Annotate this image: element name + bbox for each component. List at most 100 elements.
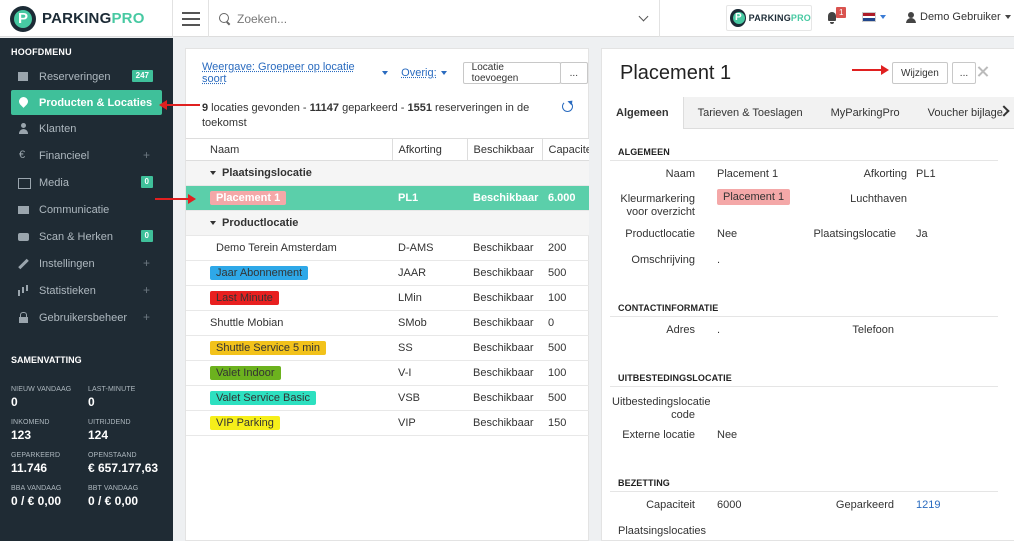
field-label: Productlocatie <box>625 228 695 240</box>
cell-capacity: 6.000 <box>542 185 589 211</box>
refresh-icon[interactable] <box>562 101 573 112</box>
cell-capacity: 100 <box>542 285 589 311</box>
cell-capacity: 500 <box>542 335 589 361</box>
euro-icon <box>17 149 30 161</box>
cell-status: Beschikbaar <box>467 235 542 261</box>
table-row[interactable]: Last Minute LMin Beschikbaar 100 <box>186 285 589 311</box>
view-grouping-dropdown[interactable]: Weergave: Groepeer op locatie soort <box>202 61 389 85</box>
search-input[interactable] <box>237 11 637 26</box>
user-name: Demo Gebruiker <box>920 11 1001 23</box>
field-value: . <box>717 324 721 336</box>
section-heading-bezetting: BEZETTING <box>618 478 670 488</box>
annotation-arrow <box>155 194 196 204</box>
close-icon[interactable] <box>976 65 990 79</box>
table-row[interactable]: VIP Parking VIP Beschikbaar 150 <box>186 410 589 436</box>
field-label: Naam <box>665 168 695 180</box>
table-row[interactable]: Demo Terein Amsterdam D-AMS Beschikbaar 200 <box>186 235 589 261</box>
cell-code: V-I <box>392 360 467 386</box>
sidebar-item-klanten[interactable]: Klanten <box>0 115 173 142</box>
sidebar-item-scan-herken[interactable]: Scan & Herken 0 <box>0 223 173 250</box>
sidebar-item-producten-locaties[interactable]: Producten & Locaties <box>11 90 162 115</box>
detail-body: ALGEMEEN Naam Placement 1 Afkorting PL1 … <box>602 129 1014 541</box>
top-bar: PARKINGPRO PARKINGPRO 1 Demo Gebruiker <box>0 0 1014 37</box>
caret-down-icon <box>210 171 216 176</box>
summary-heading: SAMENVATTING <box>11 355 82 365</box>
calendar-icon <box>17 71 30 82</box>
summary-item: GEPARKEERD 11.746 <box>11 452 61 475</box>
column-header-naam[interactable]: Naam <box>186 138 392 161</box>
section-heading-algemeen: ALGEMEEN <box>618 147 670 157</box>
table-row[interactable]: Shuttle Mobian SMob Beschikbaar 0 <box>186 310 589 336</box>
column-header-beschikbaar[interactable]: Beschikbaar <box>466 138 542 161</box>
tab-myparkingpro[interactable]: MyParkingPro <box>830 107 900 119</box>
field-label: Plaatsingslocaties <box>618 525 707 537</box>
cell-capacity: 200 <box>542 235 589 261</box>
sidebar-item-reserveringen[interactable]: Reserveringen 247 <box>0 63 173 90</box>
edit-button[interactable]: Wijzigen <box>892 62 948 84</box>
field-label: Telefoon <box>852 324 894 336</box>
cell-code: PL1 <box>392 185 467 211</box>
user-icon <box>906 11 916 23</box>
notification-count-badge[interactable]: 1 <box>836 7 847 18</box>
sidebar: HOOFDMENU Reserveringen 247 Producten & … <box>0 38 173 541</box>
table-row[interactable]: Jaar Abonnement JAAR Beschikbaar 500 <box>186 260 589 286</box>
location-name-tag: VIP Parking <box>210 416 280 430</box>
column-header-capaciteit[interactable]: Capaciteit <box>541 138 589 161</box>
column-header-afkorting[interactable]: Afkorting <box>391 138 467 161</box>
table-row[interactable]: Shuttle Service 5 min SS Beschikbaar 500 <box>186 335 589 361</box>
sidebar-item-communicatie[interactable]: Communicatie <box>0 196 173 223</box>
table-group-row[interactable]: Plaatsingslocatie <box>186 160 589 186</box>
user-menu[interactable]: Demo Gebruiker <box>906 11 1011 23</box>
location-name-tag: Demo Terein Amsterdam <box>210 241 343 255</box>
summary-item: BBA VANDAAG 0 / € 0,00 <box>11 485 62 508</box>
notification-bell-icon[interactable] <box>826 12 838 24</box>
map-pin-icon <box>17 97 30 108</box>
menu-toggle-icon[interactable] <box>173 0 209 37</box>
bar-chart-icon <box>17 285 30 296</box>
table-row[interactable]: Placement 1 PL1 Beschikbaar 6.000 <box>186 185 589 211</box>
summary-item: LAST-MINUTE 0 <box>88 386 136 409</box>
table-group-row[interactable]: Productlocatie <box>186 210 589 236</box>
more-options-button[interactable]: ... <box>559 62 588 84</box>
location-detail-panel: Placement 1 Wijzigen ... Algemeen Tariev… <box>601 48 1014 541</box>
app-logo[interactable]: PARKINGPRO <box>0 0 173 37</box>
sidebar-item-gebruikersbeheer[interactable]: Gebruikersbeheer + <box>0 304 173 331</box>
sidebar-item-financieel[interactable]: Financieel + <box>0 142 173 169</box>
section-heading-uitbesteding: UITBESTEDINGSLOCATIE <box>618 373 732 383</box>
cell-code: LMin <box>392 285 467 311</box>
annotation-arrow <box>159 100 200 110</box>
sidebar-item-media[interactable]: Media 0 <box>0 169 173 196</box>
more-options-button[interactable]: ... <box>951 62 977 84</box>
chevron-down-icon[interactable] <box>638 11 649 22</box>
caret-down-icon <box>210 221 216 226</box>
field-label: Luchthaven <box>850 193 907 205</box>
tab-voucher-bijlage[interactable]: Voucher bijlage <box>927 107 1003 119</box>
summary-item: OPENSTAAND € 657.177,63 <box>88 452 159 475</box>
field-value: PL1 <box>916 168 936 180</box>
table-row[interactable]: Valet Service Basic VSB Beschikbaar 500 <box>186 385 589 411</box>
customer-brand-logo: PARKINGPRO <box>726 5 812 31</box>
field-label: Capaciteit <box>646 499 695 511</box>
location-list-panel: Weergave: Groepeer op locatie soort Over… <box>185 48 589 541</box>
cell-status: Beschikbaar <box>467 360 542 386</box>
results-summary: 9 locaties gevonden - 11147 geparkeerd -… <box>202 102 530 129</box>
cell-status: Beschikbaar <box>467 385 542 411</box>
cell-code: SS <box>392 335 467 361</box>
image-icon <box>17 177 31 189</box>
parked-count-link[interactable]: 1219 <box>916 499 941 511</box>
summary-item: BBT VANDAAG 0 / € 0,00 <box>88 485 139 508</box>
add-location-button[interactable]: Locatie toevoegen <box>462 62 561 84</box>
summary-item: NIEUW VANDAAG 0 <box>11 386 72 409</box>
expand-plus-icon: + <box>142 310 150 324</box>
table-row[interactable]: Valet Indoor V-I Beschikbaar 100 <box>186 360 589 386</box>
wrench-icon <box>17 258 30 269</box>
sidebar-item-statistieken[interactable]: Statistieken + <box>0 277 173 304</box>
tab-tarieven-toeslagen[interactable]: Tarieven & Toeslagen <box>697 107 803 119</box>
language-caret-icon[interactable] <box>880 15 886 19</box>
language-flag-icon[interactable] <box>862 12 876 22</box>
sidebar-item-instellingen[interactable]: Instellingen + <box>0 250 173 277</box>
tab-algemeen[interactable]: Algemeen <box>602 97 684 129</box>
field-label: Uitbestedingslocatie code <box>612 396 711 421</box>
cell-status: Beschikbaar <box>467 260 542 286</box>
other-dropdown[interactable]: Overig: <box>401 67 447 79</box>
